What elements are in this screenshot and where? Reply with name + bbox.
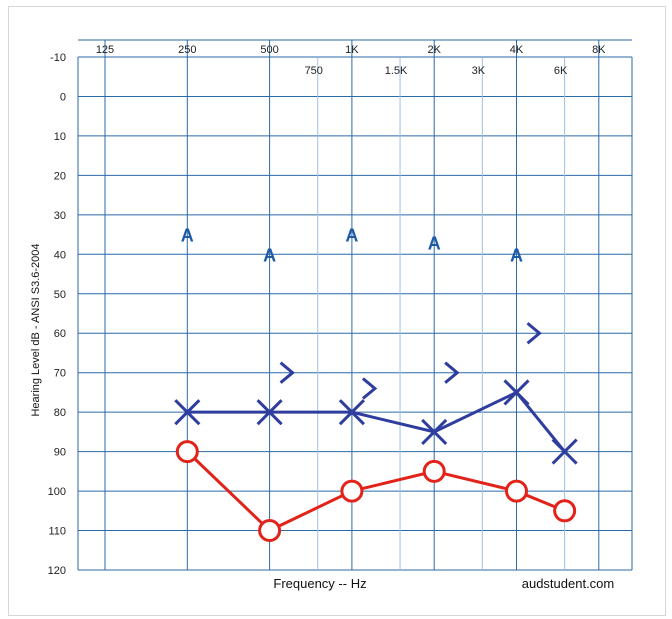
y-tick-label: 90 <box>54 447 66 459</box>
y-axis-label: Hearing Level dB - ANSI S3.6-2004 <box>30 243 42 416</box>
marker-a: A <box>428 233 441 253</box>
y-tick-label: 10 <box>54 131 66 143</box>
marker-x-stroke <box>338 399 365 426</box>
marker-o <box>258 519 282 543</box>
x-tick-label: 8K <box>592 44 606 56</box>
marker-o <box>175 440 199 464</box>
marker-x <box>503 379 530 406</box>
y-tick-label: 40 <box>54 249 66 261</box>
x-tick-label: 4K <box>510 44 524 56</box>
y-tick-label: 60 <box>54 328 66 340</box>
marker-x-stroke <box>256 399 283 426</box>
marker-x-stroke <box>421 418 448 445</box>
x-tick-label: 2K <box>427 44 441 56</box>
marker-x <box>551 438 578 465</box>
grid-lines <box>77 39 633 571</box>
x-tick-label: 1K <box>345 44 359 56</box>
marker-o <box>422 459 446 483</box>
marker-x <box>256 399 283 426</box>
data-series: AAA AA <box>174 226 578 543</box>
y-tick-label: 120 <box>48 565 66 577</box>
marker-x-stroke <box>503 379 530 406</box>
y-axis-ticks: -10 0 10 20 30 40 50 60 70 80 90 100 110 120 <box>48 52 66 577</box>
x-tick-label: 500 <box>260 44 278 56</box>
y-tick-label: 30 <box>54 210 66 222</box>
marker-x <box>174 399 201 426</box>
y-tick-label: 0 <box>60 91 66 103</box>
credit-text: audstudent.com <box>522 576 615 591</box>
y-tick-label: 100 <box>48 486 66 498</box>
marker-bracket <box>526 322 542 345</box>
x-axis-label: Frequency -- Hz <box>273 576 366 591</box>
y-tick-label: 70 <box>54 368 66 380</box>
x-tick-label-minor: 3K <box>472 65 486 77</box>
y-tick-label: -10 <box>50 52 66 64</box>
marker-bracket <box>444 361 460 384</box>
marker-a: A <box>510 245 523 265</box>
y-tick-label: 50 <box>54 289 66 301</box>
y-tick-label: 110 <box>48 526 66 538</box>
marker-o <box>553 499 577 523</box>
marker-o <box>505 479 528 503</box>
y-tick-label: 20 <box>54 170 66 182</box>
marker-bracket <box>279 361 295 384</box>
marker-o <box>340 479 364 503</box>
marker-x <box>338 399 365 426</box>
marker-bracket <box>361 377 378 400</box>
x-tick-label: 125 <box>96 44 114 56</box>
x-tick-label: 250 <box>178 44 196 56</box>
x-axis-ticks: 750 1.5K 3K 6K 125 250 500 1K 2K 4K 8K <box>96 44 606 77</box>
y-tick-label: 80 <box>54 407 66 419</box>
marker-x-stroke <box>551 438 578 465</box>
marker-x-stroke <box>174 399 201 426</box>
marker-a: A <box>263 245 276 265</box>
x-tick-label-minor: 6K <box>554 65 568 77</box>
marker-a: A <box>345 226 358 246</box>
marker-x <box>421 418 448 445</box>
x-tick-label-minor: 750 <box>305 65 323 77</box>
x-tick-label-minor: 1.5K <box>385 65 408 77</box>
marker-a: A <box>181 226 194 246</box>
